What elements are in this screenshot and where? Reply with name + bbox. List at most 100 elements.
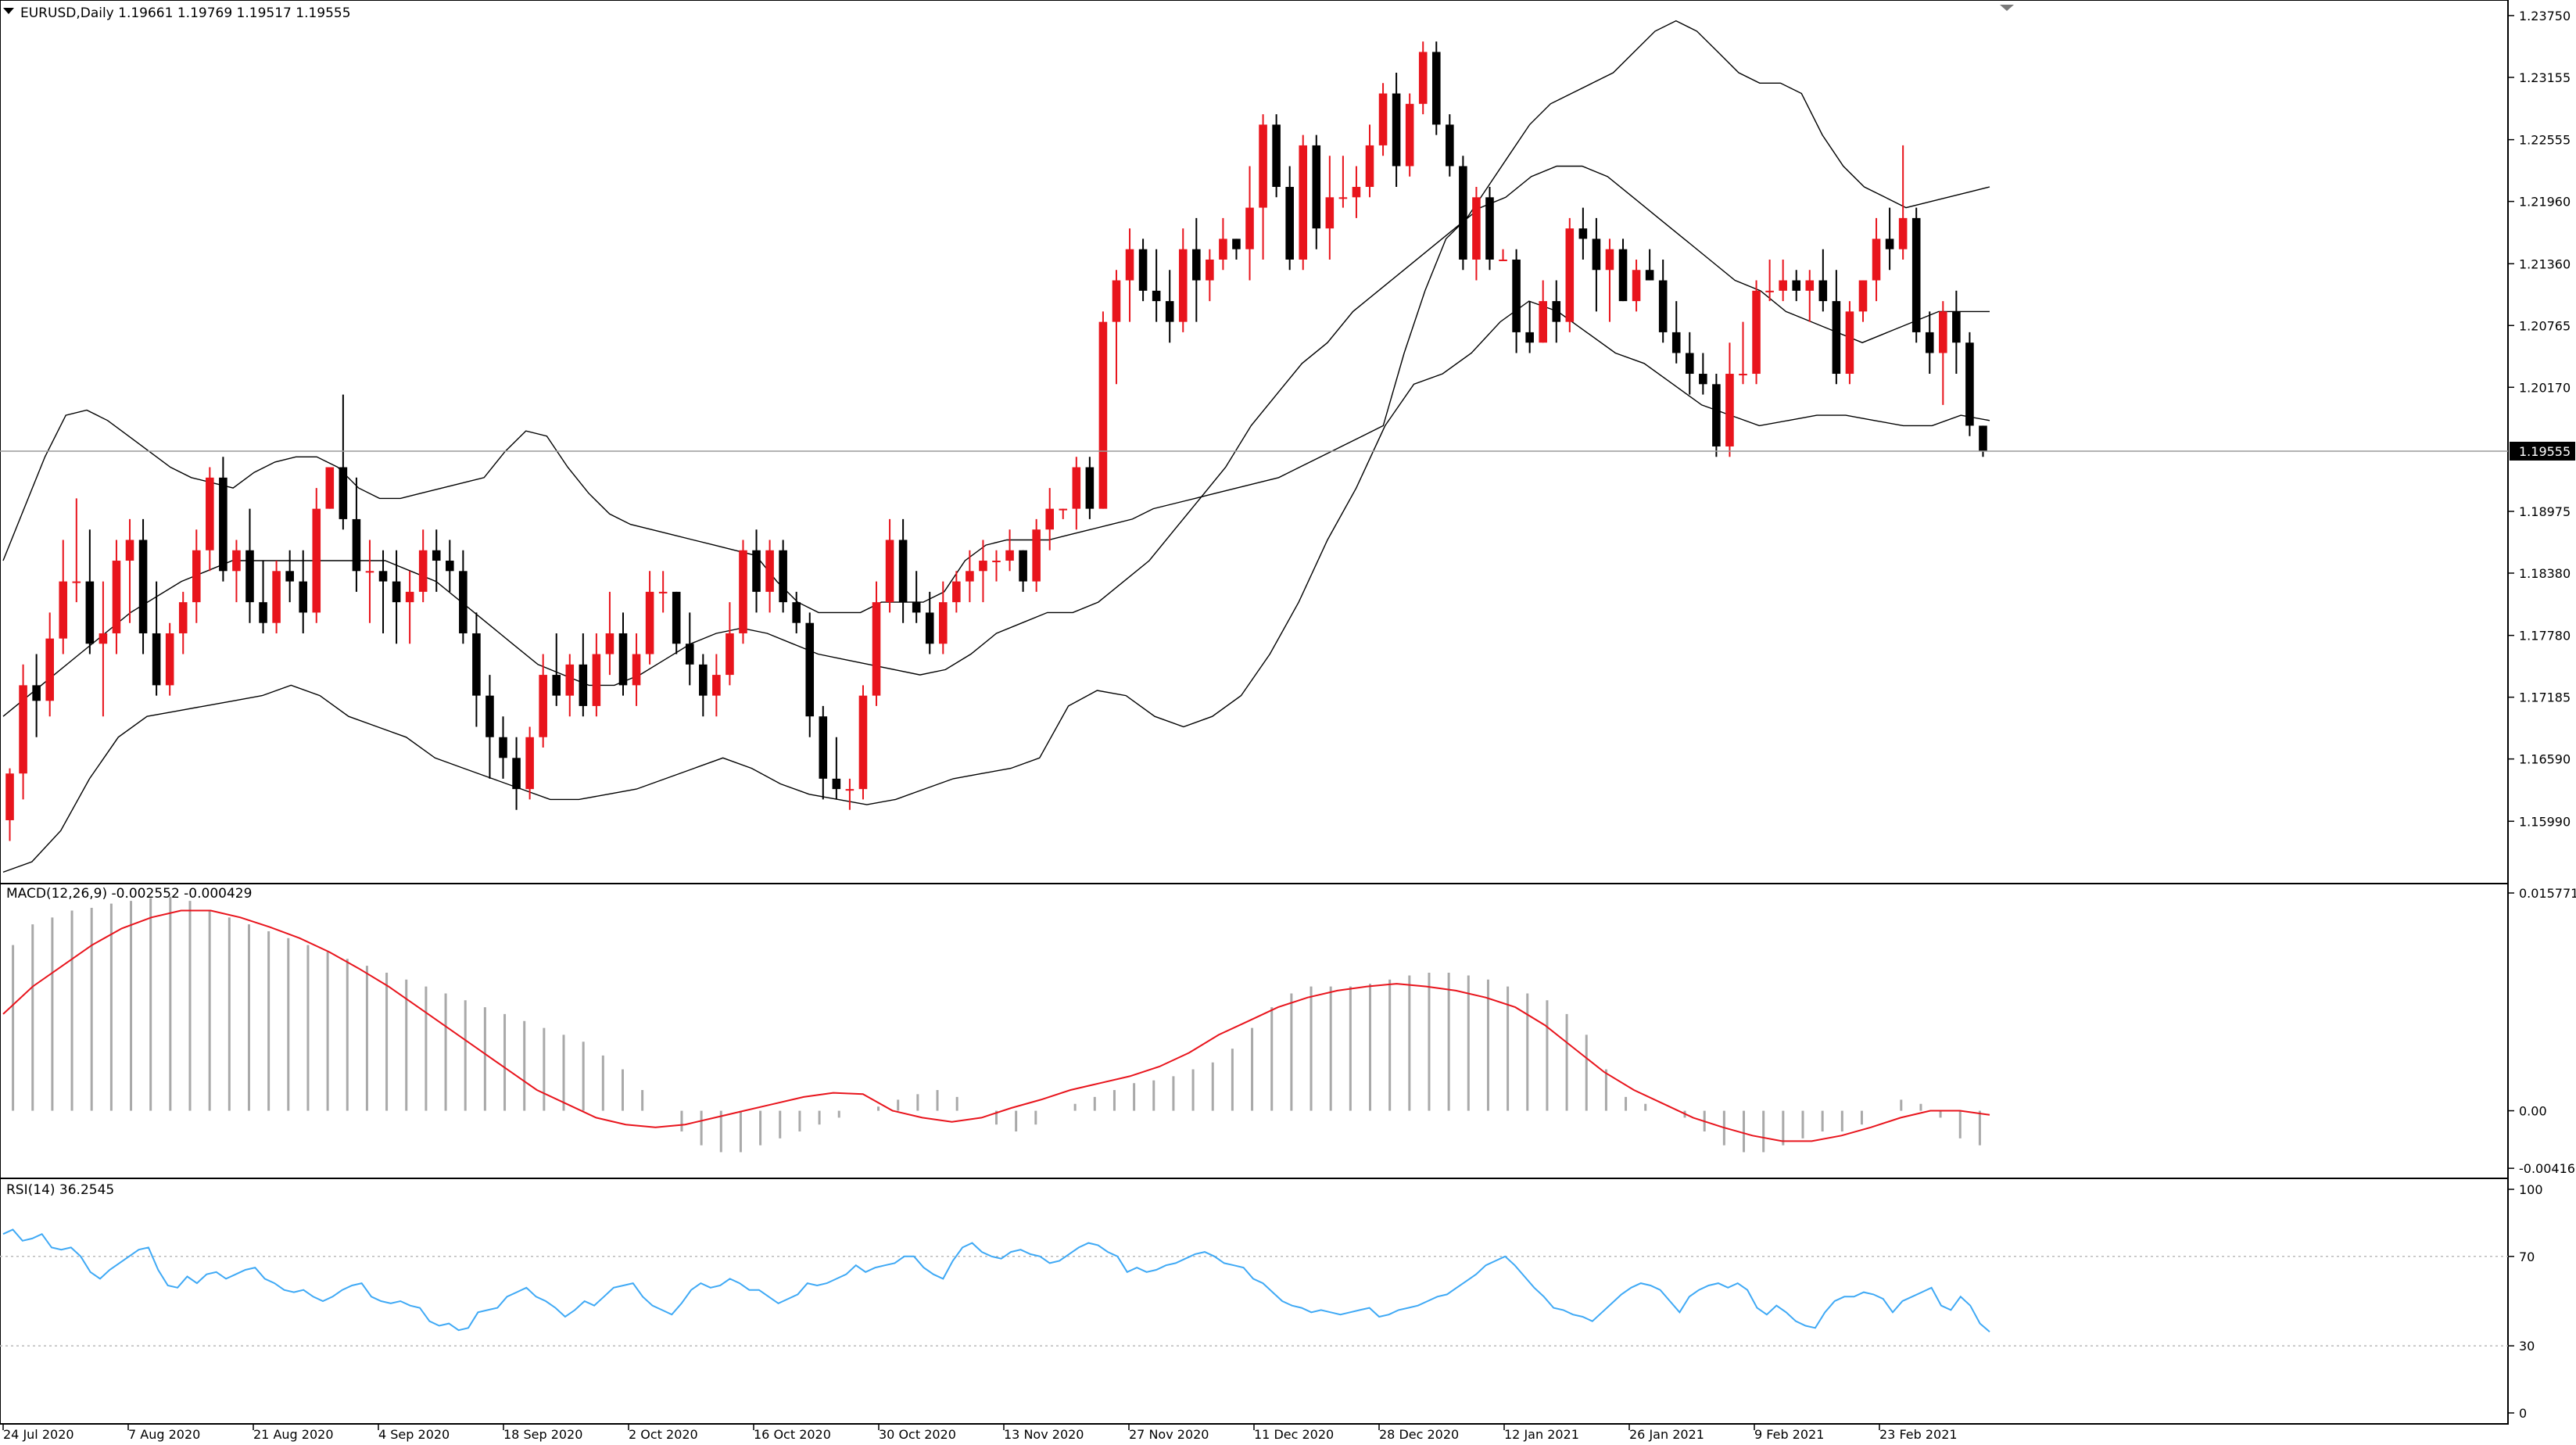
candle-body-bull [72, 581, 81, 583]
candle-body-bull [45, 638, 54, 701]
candle-body-bear [925, 612, 934, 644]
header-menu-icon[interactable] [3, 8, 14, 14]
time-axis-label: 16 Oct 2020 [754, 1427, 831, 1442]
candle-body-bear [699, 664, 708, 696]
candle-body-bear [1925, 332, 1934, 353]
candle-body-bear [1618, 249, 1628, 302]
candle-body-bull [59, 581, 68, 639]
candle-body-bear [672, 591, 681, 644]
candle-body-bear [618, 633, 628, 686]
time-axis-label: 21 Aug 2020 [253, 1427, 334, 1442]
candle-body-bear [392, 581, 401, 603]
time-axis-label: 7 Aug 2020 [128, 1427, 200, 1442]
candle-body-bear [499, 737, 507, 758]
candle-body-bear [1578, 228, 1588, 239]
candle-body-bear [459, 571, 468, 633]
price-axis-label: 1.21960 [2519, 195, 2571, 210]
candle-body-bear [1312, 145, 1321, 229]
rsi-line [2, 1228, 1990, 1333]
candle-body-bull [1325, 197, 1335, 229]
candle-body-bear [792, 602, 801, 623]
price-axis-label: 1.15990 [2519, 814, 2571, 829]
candle-body-bear [299, 581, 307, 613]
candle-body-bull [992, 561, 1001, 563]
candle-body-bull [1352, 187, 1361, 198]
macd-axis-label: -0.004168 [2519, 1161, 2576, 1176]
time-axis-label: 27 Nov 2020 [1129, 1427, 1209, 1442]
current-price-label: 1.19555 [2519, 444, 2571, 459]
candle-body-bear [1552, 301, 1561, 322]
candle-body-bull [1858, 280, 1868, 312]
candle-body-bull [1898, 217, 1908, 249]
candle-body-bull [5, 773, 14, 820]
candle-body-bull [312, 508, 321, 613]
candle-body-bull [365, 571, 374, 573]
price-axis-label: 1.21360 [2519, 256, 2571, 271]
candle-body-bull [1539, 301, 1547, 343]
time-axis-label: 24 Jul 2020 [3, 1427, 74, 1442]
candle-body-bull [1045, 508, 1055, 530]
time-axis-label: 23 Feb 2021 [1879, 1427, 1958, 1442]
candle-body-bull [739, 550, 747, 633]
macd-label: MACD(12,26,9) -0.002552 -0.000429 [6, 886, 252, 902]
candle-body-bear [1285, 187, 1294, 260]
candle-body-bull [1378, 93, 1388, 145]
candle-body-bear [779, 550, 787, 603]
candle-body-bull [726, 633, 734, 676]
candle-body-bull [1259, 124, 1267, 208]
candle-body-bear [1019, 550, 1027, 582]
candle-body-bear [1832, 301, 1841, 375]
candlesticks [5, 41, 1987, 841]
candle-body-bull [658, 591, 668, 593]
candle-body-bull [112, 561, 121, 633]
candle-body-bear [352, 518, 361, 572]
candle-body-bear [805, 622, 815, 717]
candle-body-bear [1232, 238, 1241, 249]
candle-body-bear [1712, 384, 1721, 446]
candle-body-bull [1125, 249, 1134, 281]
candle-body-bull [1565, 228, 1575, 322]
rsi-label: RSI(14) 36.2545 [6, 1182, 114, 1198]
rsi-axis-label: 0 [2519, 1406, 2527, 1421]
candle-body-bull [1939, 311, 1947, 353]
price-axis-label: 1.20765 [2519, 318, 2571, 333]
candle-body-bull [1219, 238, 1227, 260]
candle-body-bear [285, 571, 294, 582]
candle-body-bull [1245, 207, 1254, 249]
candle-body-bear [259, 602, 267, 623]
candle-body-bull [1072, 467, 1081, 509]
candle-body-bull [1032, 529, 1041, 582]
candle-body-bear [378, 571, 388, 582]
candle-body-bull [938, 602, 948, 644]
candle-body-bear [1525, 332, 1534, 343]
candle-body-bear [1512, 259, 1521, 332]
candle-body-bull [565, 664, 575, 696]
rsi-axis-label: 30 [2519, 1339, 2535, 1354]
price-axis: 1.23750 1.23155 1.22555 1.21960 1.21360 1.207… [2508, 9, 2575, 829]
price-axis-label: 1.22555 [2519, 133, 2571, 148]
candle-body-bear [1686, 353, 1694, 375]
candle-body-bear [1645, 270, 1654, 281]
macd-series [2, 896, 1990, 1153]
candle-body-bull [845, 789, 854, 791]
time-axis-label: 2 Oct 2020 [629, 1427, 698, 1442]
rsi-axis-label: 100 [2519, 1182, 2543, 1197]
price-panel[interactable]: 1.23750 1.23155 1.22555 1.21960 1.21360 1.207… [0, 0, 2575, 884]
candle-body-bear [138, 540, 148, 633]
shift-marker-icon[interactable] [2000, 5, 2014, 11]
candle-body-bull [1765, 290, 1774, 292]
rsi-axis-label: 70 [2519, 1250, 2535, 1264]
macd-panel[interactable]: 0.015771 0.00 -0.004168 MACD(12,26,9) -0.0… [0, 883, 2576, 1179]
candle-body-bull [525, 737, 534, 790]
candle-body-bear [152, 633, 161, 686]
candle-body-bull [1005, 550, 1014, 561]
candle-body-bear [579, 664, 588, 706]
candle-body-bull [1178, 249, 1188, 322]
candle-body-bull [765, 550, 774, 592]
time-axis-label: 26 Jan 2021 [1629, 1427, 1704, 1442]
candle-body-bear [446, 561, 454, 572]
bollinger-bands [2, 20, 1990, 873]
candle-body-bear [1965, 342, 1974, 426]
candle-body-bull [1472, 197, 1481, 260]
